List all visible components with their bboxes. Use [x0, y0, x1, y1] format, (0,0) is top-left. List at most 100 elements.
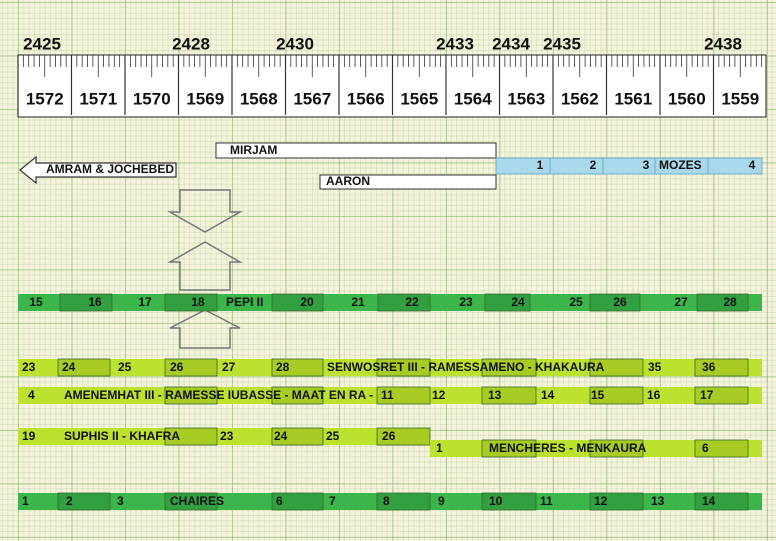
cell-label: 19	[22, 429, 36, 443]
cell-label: 15	[29, 295, 43, 309]
column-label: 1571	[79, 89, 117, 108]
cell-label: 16	[647, 388, 661, 402]
year-label: 2434	[492, 34, 530, 53]
row-box	[376, 427, 431, 446]
cell-label: 28	[723, 295, 737, 309]
row-box	[589, 439, 644, 458]
row-box	[589, 386, 644, 405]
aaron-bar	[319, 174, 497, 190]
cell-label: 26	[382, 429, 396, 443]
cell-label: 15	[591, 388, 605, 402]
row-box	[164, 492, 218, 511]
cell-label: 14	[541, 388, 555, 402]
row-box	[164, 386, 218, 405]
row-box	[694, 358, 749, 377]
row-box	[589, 293, 641, 312]
cell-label: 25	[118, 360, 132, 374]
row-box	[271, 427, 324, 446]
cell-label: 1	[537, 158, 544, 172]
cell-label: 23	[459, 295, 473, 309]
cell-label: 27	[222, 360, 236, 374]
row-box	[164, 358, 218, 377]
row-box	[164, 427, 218, 446]
cell-label: 24	[274, 429, 288, 443]
cell-label: 24	[511, 295, 525, 309]
cell-label: 13	[651, 494, 665, 508]
year-label: 2433	[436, 34, 474, 53]
cell-label: 1	[22, 494, 29, 508]
year-label: 2435	[543, 34, 581, 53]
cell-label: 24	[62, 360, 76, 374]
row-box	[481, 492, 537, 511]
cell-label: 2	[66, 494, 73, 508]
cell-label: 22	[405, 295, 419, 309]
cell-label: 6	[276, 494, 283, 508]
year-label: 2425	[23, 34, 61, 53]
row-box	[57, 492, 111, 511]
column-label: 1561	[614, 89, 652, 108]
column-label: 1559	[721, 89, 759, 108]
cell-label: 1	[436, 441, 443, 455]
column-label: 1563	[507, 89, 545, 108]
row-box	[59, 293, 113, 312]
mozes-cell	[707, 157, 763, 175]
cell-label: MOZES	[659, 158, 702, 172]
label: AARON	[326, 174, 370, 188]
row-box	[376, 358, 431, 377]
column-label: 1569	[186, 89, 224, 108]
cell-label: 11	[540, 494, 553, 508]
arrow-left	[19, 155, 177, 185]
cell-label: 12	[594, 494, 608, 508]
cell-label: 10	[489, 494, 503, 508]
label: AMRAM & JOCHEBED	[46, 162, 174, 176]
cell-label: 27	[674, 295, 688, 309]
year-label: 2428	[172, 34, 210, 53]
row-box	[377, 293, 431, 312]
row-box	[484, 293, 531, 312]
arrow-up	[169, 309, 241, 349]
cell-label: 35	[648, 360, 662, 374]
cell-label: 7	[329, 494, 336, 508]
arrow-down	[167, 189, 243, 233]
row-box	[696, 293, 749, 312]
cell-label: 9	[438, 494, 445, 508]
cell-label: 20	[300, 295, 314, 309]
cell-label: 11	[381, 388, 394, 402]
cell-label: CHAIRES	[170, 494, 224, 508]
cell-label: 23	[220, 429, 234, 443]
row-box	[271, 293, 324, 312]
cell-label: 4	[28, 388, 35, 402]
cell-label: 14	[702, 494, 716, 508]
cell-label: 12	[432, 388, 446, 402]
row-box	[694, 439, 749, 458]
row-box	[271, 358, 324, 377]
cell-label: AMENEMHAT III - RAMESSE IUBASSE - MAAT E…	[64, 388, 373, 402]
cell-label: 23	[22, 360, 36, 374]
column-label: 1566	[347, 89, 385, 108]
row-box	[376, 492, 431, 511]
cell-label: 8	[383, 494, 390, 508]
cell-label: 26	[170, 360, 184, 374]
row-box	[376, 386, 431, 405]
cell-label: 3	[643, 158, 650, 172]
row-box	[481, 358, 537, 377]
row-box	[589, 358, 644, 377]
cell-label: 36	[702, 360, 716, 374]
cell-label: 2	[590, 158, 597, 172]
year-label: 2430	[276, 34, 314, 53]
cell-label: 26	[613, 295, 627, 309]
column-label: 1562	[561, 89, 599, 108]
cell-label: 28	[276, 360, 290, 374]
cell-label: 18	[191, 295, 205, 309]
row-box	[481, 386, 537, 405]
cell-label: 17	[138, 295, 152, 309]
cell-label: 17	[700, 388, 714, 402]
year-label: 2438	[704, 34, 742, 53]
cell-label: 21	[351, 295, 365, 309]
cell-label: SUPHIS II - KHAFRA	[64, 429, 180, 443]
column-label: 1570	[133, 89, 171, 108]
cell-label: 3	[117, 494, 124, 508]
cell-label: SENWOSRET III - RAMESSAMENO - KHAKAURA	[327, 360, 605, 374]
